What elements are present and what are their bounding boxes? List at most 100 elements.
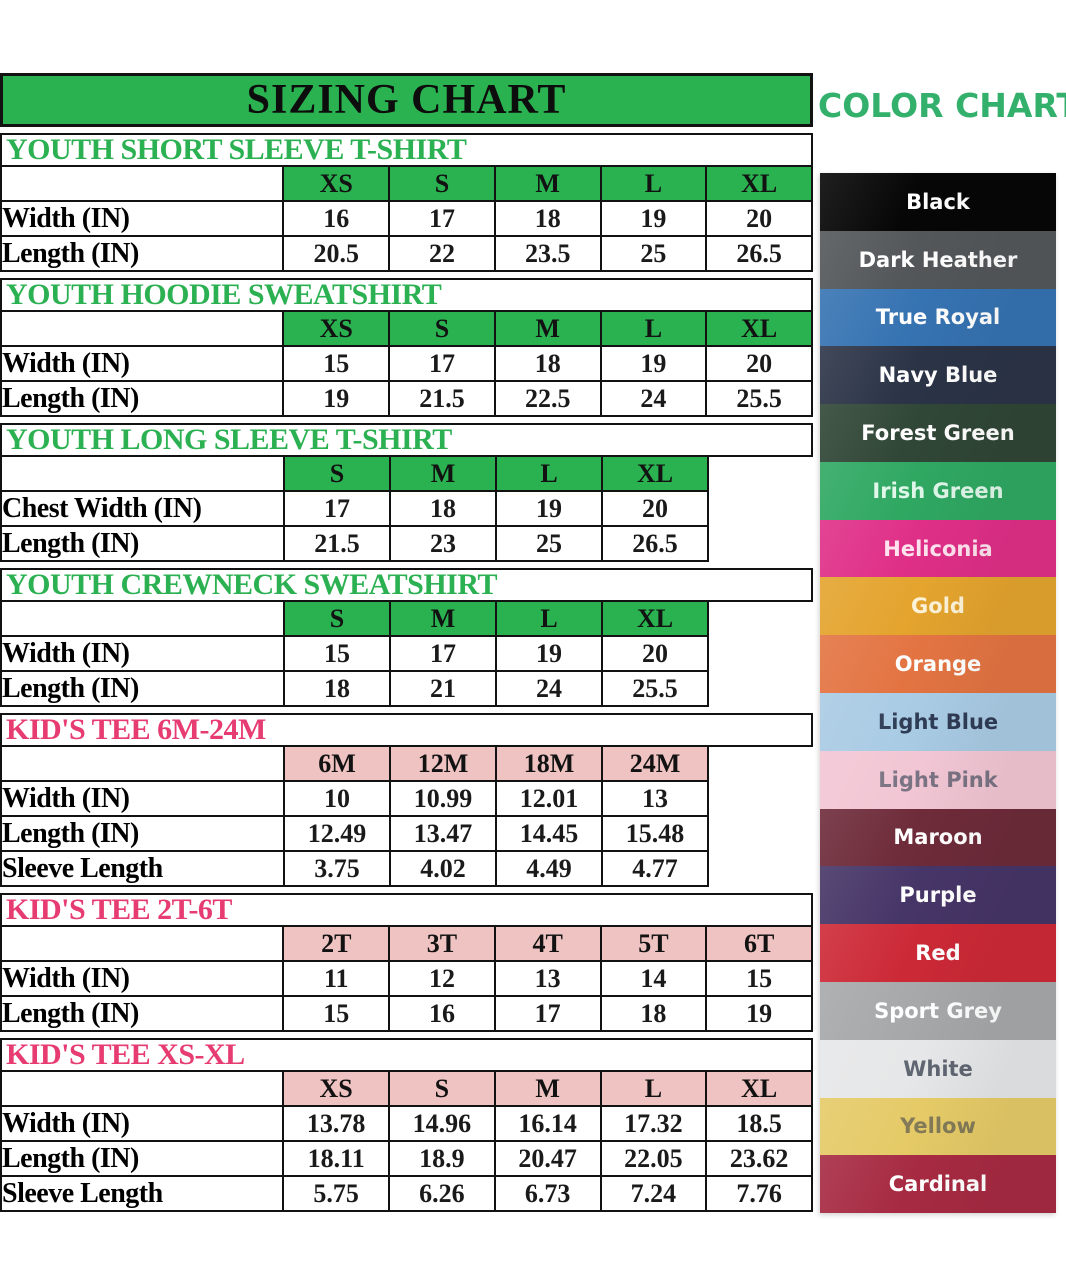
size-header-l: L xyxy=(495,455,603,492)
size-table: 6M 12M 18M 24M Width (IN) 10 10.99 12.01 13 Lengt… xyxy=(0,745,709,887)
color-swatch-navy-blue: Navy Blue xyxy=(820,346,1056,405)
size-header-row: XS S M L XL xyxy=(0,310,813,347)
value-cell: 16.14 xyxy=(493,1105,602,1142)
measure-row: Width (IN) 15 17 19 20 xyxy=(0,635,709,672)
size-header-row: S M L XL xyxy=(0,600,709,637)
value-cell: 22 xyxy=(388,235,496,272)
color-name-label: Yellow xyxy=(900,1114,976,1139)
value-cell: 12 xyxy=(388,960,496,997)
color-swatch-light-blue: Light Blue xyxy=(820,693,1056,751)
value-cell: 26.5 xyxy=(705,235,813,272)
row-label: Chest Width (IN) xyxy=(0,490,285,527)
size-header-xl: XL xyxy=(705,310,813,347)
corner-cell xyxy=(0,310,285,347)
corner-cell xyxy=(0,600,285,637)
section-title: KID'S TEE 6M-24M xyxy=(0,713,813,747)
sizing-chart-title: SIZING CHART xyxy=(246,77,567,123)
measure-row: Length (IN) 12.49 13.47 14.45 15.48 xyxy=(0,815,709,852)
color-swatch-irish-green: Irish Green xyxy=(820,461,1056,520)
value-cell: 14.45 xyxy=(495,815,603,852)
size-header-s: S xyxy=(283,455,391,492)
size-header-row: XS S M L XL xyxy=(0,165,813,202)
value-cell: 16 xyxy=(388,995,496,1032)
value-cell: 23.62 xyxy=(705,1140,813,1177)
size-header-l: L xyxy=(599,165,708,202)
size-header-row: 6M 12M 18M 24M xyxy=(0,745,709,782)
size-header-xl: XL xyxy=(705,1070,813,1107)
value-cell: 24 xyxy=(599,380,708,417)
measure-row: Length (IN) 18 21 24 25.5 xyxy=(0,670,709,707)
size-header-l: L xyxy=(599,310,708,347)
value-cell: 15.48 xyxy=(601,815,709,852)
value-cell: 19 xyxy=(599,200,708,237)
measure-row: Width (IN) 13.78 14.96 16.14 17.32 18.5 xyxy=(0,1105,813,1142)
value-cell: 13 xyxy=(601,780,709,817)
value-cell: 22.05 xyxy=(599,1140,708,1177)
color-name-label: Gold xyxy=(911,594,965,619)
size-table: 2T 3T 4T 5T 6T Width (IN) 11 12 13 14 15 Length (IN… xyxy=(0,925,813,1032)
size-header-xs: XS xyxy=(282,165,391,202)
value-cell: 21 xyxy=(389,670,497,707)
color-name-label: Irish Green xyxy=(872,478,1004,503)
value-cell: 18.11 xyxy=(282,1140,391,1177)
color-chart-title: COLOR CHART xyxy=(818,86,1066,125)
value-cell: 19 xyxy=(599,345,708,382)
measure-row: Width (IN) 10 10.99 12.01 13 xyxy=(0,780,709,817)
value-cell: 17.32 xyxy=(599,1105,708,1142)
row-label: Length (IN) xyxy=(0,235,285,272)
size-header-l: L xyxy=(599,1070,708,1107)
value-cell: 15 xyxy=(705,960,813,997)
section-youth-short-sleeve-t-shirt: YOUTH SHORT SLEEVE T-SHIRT XS S M L XL Width (… xyxy=(0,133,813,272)
color-name-label: Dark Heather xyxy=(858,247,1018,272)
value-cell: 18 xyxy=(389,490,497,527)
section-title: YOUTH SHORT SLEEVE T-SHIRT xyxy=(0,133,813,167)
value-cell: 19 xyxy=(282,380,391,417)
size-header-xs: XS xyxy=(282,310,391,347)
corner-cell xyxy=(0,165,285,202)
section-youth-crewneck-sweatshirt: YOUTH CREWNECK SWEATSHIRT S M L XL Width (IN)… xyxy=(0,568,813,707)
row-label: Width (IN) xyxy=(0,200,285,237)
value-cell: 26.5 xyxy=(601,525,709,562)
value-cell: 23 xyxy=(389,525,497,562)
color-swatch-yellow: Yellow xyxy=(820,1097,1056,1156)
value-cell: 18 xyxy=(493,200,602,237)
color-name-label: Red xyxy=(915,941,961,966)
color-swatch-orange: Orange xyxy=(820,635,1056,694)
size-header-2t: 2T xyxy=(282,925,391,962)
size-header-xl: XL xyxy=(705,165,813,202)
value-cell: 20.5 xyxy=(282,235,391,272)
measure-row: Chest Width (IN) 17 18 19 20 xyxy=(0,490,709,527)
color-name-label: White xyxy=(903,1056,973,1081)
size-header-s: S xyxy=(388,310,496,347)
color-name-label: Black xyxy=(906,189,970,214)
size-header-s: S xyxy=(388,1070,496,1107)
color-name-label: Sport Grey xyxy=(874,998,1002,1023)
color-name-label: Light Pink xyxy=(878,767,998,792)
color-chart-swatch-list: Black Dark Heather True Royal Navy Blue Fore… xyxy=(820,173,1056,1214)
corner-cell xyxy=(0,925,285,962)
row-label: Length (IN) xyxy=(0,380,285,417)
value-cell: 16 xyxy=(282,200,391,237)
row-label: Length (IN) xyxy=(0,1140,285,1177)
row-label: Width (IN) xyxy=(0,1105,285,1142)
value-cell: 20.47 xyxy=(493,1140,602,1177)
value-cell: 14.96 xyxy=(388,1105,496,1142)
measure-row: Length (IN) 19 21.5 22.5 24 25.5 xyxy=(0,380,813,417)
value-cell: 6.73 xyxy=(493,1175,602,1212)
color-swatch-cardinal: Cardinal xyxy=(820,1155,1056,1214)
size-header-12m: 12M xyxy=(389,745,497,782)
value-cell: 22.5 xyxy=(493,380,602,417)
color-swatch-black: Black xyxy=(820,173,1056,231)
size-header-l: L xyxy=(495,600,603,637)
color-name-label: Maroon xyxy=(893,825,983,850)
color-name-label: Navy Blue xyxy=(878,363,998,388)
value-cell: 25 xyxy=(495,525,603,562)
size-header-s: S xyxy=(283,600,391,637)
value-cell: 18.9 xyxy=(388,1140,496,1177)
size-header-m: M xyxy=(389,455,497,492)
size-header-5t: 5T xyxy=(599,925,708,962)
value-cell: 7.24 xyxy=(599,1175,708,1212)
size-header-row: 2T 3T 4T 5T 6T xyxy=(0,925,813,962)
value-cell: 13 xyxy=(493,960,602,997)
